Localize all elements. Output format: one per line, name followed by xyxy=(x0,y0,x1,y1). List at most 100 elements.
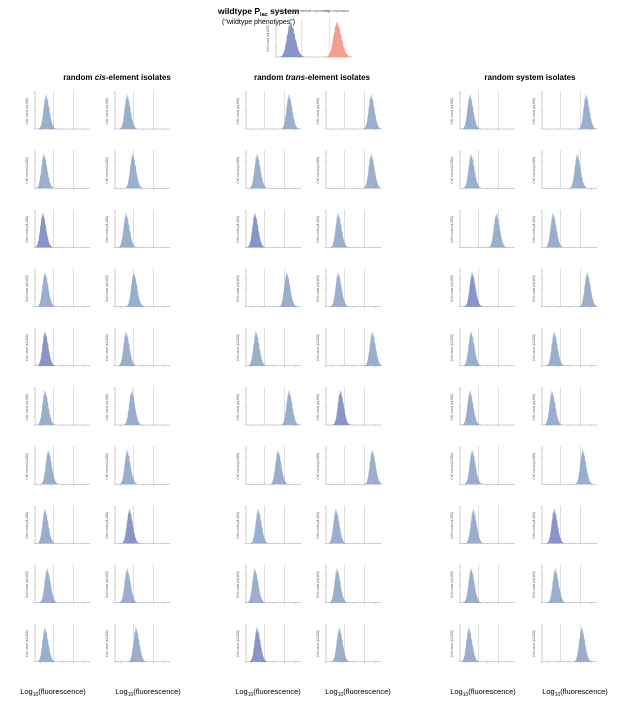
wildtype-histogram: Cell count (x1,000) xyxy=(266,18,352,59)
y-axis-label: Cell count (x1,000) xyxy=(316,157,320,184)
y-axis-label: Cell count (x1,000) xyxy=(532,157,536,184)
y-axis-label: Cell count (x1,000) xyxy=(532,216,536,243)
panel-trans-3-2: Cell count (x1,000) xyxy=(316,209,381,249)
y-axis-label: Cell count (x1,000) xyxy=(25,275,29,302)
histogram-area xyxy=(37,568,59,603)
y-axis-label: Cell count (x1,000) xyxy=(25,571,29,598)
panel-cis-7-1: Cell count (x1,000) xyxy=(25,446,90,486)
histogram-area xyxy=(362,449,384,485)
y-axis-label: Cell count (x1,000) xyxy=(450,216,454,243)
panel-system-3-2: Cell count (x1,000) xyxy=(532,209,597,249)
y-axis-label: Cell count (x1,000) xyxy=(316,630,320,657)
y-axis-label: Cell count (x1,000) xyxy=(316,571,320,598)
y-axis-label: Cell count (x1,000) xyxy=(532,453,536,480)
wildtype-title: wildtype Plac system xyxy=(217,6,300,18)
histogram-area xyxy=(327,568,348,603)
panel-system-1-1: Cell count (x1,000) xyxy=(450,91,515,131)
histogram-area xyxy=(576,94,597,129)
panel-trans-7-1: Cell count (x1,000) xyxy=(236,446,301,486)
y-axis-label: Cell count (x1,000) xyxy=(105,453,109,480)
y-axis-label: Cell count (x1,000) xyxy=(25,630,29,657)
y-axis-label: Cell count (x1,000) xyxy=(236,216,240,243)
y-axis-label: Cell count (x1,000) xyxy=(105,394,109,421)
column-title-cis: random cis-element isolates xyxy=(63,73,171,82)
y-axis-label: Cell count (x1,000) xyxy=(532,512,536,539)
histogram-area xyxy=(462,272,484,307)
panel-trans-9-2: Cell count (x1,000) xyxy=(316,564,381,604)
y-axis-label: Cell count (x1,000) xyxy=(450,275,454,302)
y-axis-label: Cell count (x1,000) xyxy=(316,98,320,125)
panel-trans-10-2: Cell count (x1,000) xyxy=(316,623,381,663)
y-axis-label: Cell count (x1,000) xyxy=(450,98,454,125)
panel-cis-9-2: Cell count (x1,000) xyxy=(105,564,170,604)
histogram-area xyxy=(36,94,57,129)
histogram-grid: Cell count (x1,000) Cell count (x1,000) Ce… xyxy=(25,91,599,663)
histogram-area xyxy=(459,627,480,662)
histogram-area xyxy=(124,272,145,307)
y-axis-label: Cell count (x1,000) xyxy=(532,275,536,302)
histogram-area xyxy=(463,508,485,544)
histogram-area xyxy=(34,153,55,189)
panel-trans-4-1: Cell count (x1,000) xyxy=(236,268,301,308)
histogram-area xyxy=(577,272,599,307)
y-axis-label: Cell count (x1,000) xyxy=(105,216,109,243)
histogram-area xyxy=(33,212,54,248)
panel-cis-1-1: Cell count (x1,000) xyxy=(25,91,90,131)
histogram-area xyxy=(460,94,481,129)
panel-trans-2-1: Cell count (x1,000) xyxy=(236,150,301,190)
region-label-high-expression: high expression xyxy=(325,9,349,13)
y-axis-label: Cell count (x1,000) xyxy=(105,334,109,361)
histogram-area xyxy=(461,153,482,189)
panel-cis-10-2: Cell count (x1,000) xyxy=(105,623,170,663)
y-axis-label: Cell count (x1,000) xyxy=(316,453,320,480)
histogram-area xyxy=(248,508,270,544)
y-axis-label: Cell count (x1,000) xyxy=(25,98,29,125)
panel-system-4-2: Cell count (x1,000) xyxy=(532,268,599,308)
panel-system-2-2: Cell count (x1,000) xyxy=(532,150,597,190)
panel-trans-6-2: Cell count (x1,000) xyxy=(316,387,381,427)
panel-cis-1-2: Cell count (x1,000) xyxy=(105,91,170,131)
histogram-area xyxy=(117,94,139,129)
xlabel-system-left: Log10(fluorescence) xyxy=(450,687,516,698)
wildtype-panel: Cell count (x1,000) xyxy=(266,18,352,59)
histogram-area xyxy=(247,153,268,189)
panel-cis-4-2: Cell count (x1,000) xyxy=(105,268,170,308)
y-axis-label: Cell count (x1,000) xyxy=(532,571,536,598)
region-label-intermediate-expression: intermediate expression xyxy=(293,9,329,13)
panel-trans-6-1: Cell count (x1,000) xyxy=(236,387,301,427)
panel-cis-5-1: Cell count (x1,000) xyxy=(25,327,90,367)
histogram-area xyxy=(247,627,268,662)
panel-trans-1-1: Cell count (x1,000) xyxy=(236,91,301,131)
panel-trans-3-1: Cell count (x1,000) xyxy=(236,209,301,249)
histogram-area xyxy=(567,153,589,189)
y-axis-label: Cell count (x1,000) xyxy=(450,571,454,598)
panel-cis-6-1: Cell count (x1,000) xyxy=(25,387,90,427)
histogram-area xyxy=(277,272,298,307)
histogram-area xyxy=(38,449,60,485)
histogram-area xyxy=(268,449,289,485)
panel-cis-2-1: Cell count (x1,000) xyxy=(25,150,90,190)
wildtype-header: wildtype Plac system ("wildtype phenotyp… xyxy=(217,6,352,59)
panel-system-9-2: Cell count (x1,000) xyxy=(532,564,597,604)
y-axis-label: Cell count (x1,000) xyxy=(450,334,454,361)
histogram-area xyxy=(572,627,593,662)
y-axis-label: Cell count (x1,000) xyxy=(236,630,240,657)
histogram-area xyxy=(117,568,139,603)
panel-system-6-1: Cell count (x1,000) xyxy=(450,387,515,427)
y-axis-label: Cell count (x1,000) xyxy=(316,512,320,539)
histogram-area xyxy=(116,331,137,366)
y-axis-label: Cell count (x1,000) xyxy=(236,98,240,125)
y-axis-label: Cell count (x1,000) xyxy=(450,630,454,657)
y-axis-label: Cell count (x1,000) xyxy=(316,275,320,302)
panel-cis-2-2: Cell count (x1,000) xyxy=(105,150,170,190)
panel-system-1-2: Cell count (x1,000) xyxy=(532,91,597,131)
histogram-area xyxy=(460,390,481,425)
region-label-no-expression: no expression xyxy=(277,9,298,13)
y-axis-label: Cell count (x1,000) xyxy=(532,98,536,125)
y-axis-label: Cell count (x1,000) xyxy=(266,25,270,52)
histogram-area xyxy=(245,212,266,248)
y-axis-label: Cell count (x1,000) xyxy=(25,334,29,361)
histogram-area xyxy=(245,568,266,603)
histogram-area xyxy=(328,212,350,248)
y-axis-label: Cell count (x1,000) xyxy=(25,394,29,421)
